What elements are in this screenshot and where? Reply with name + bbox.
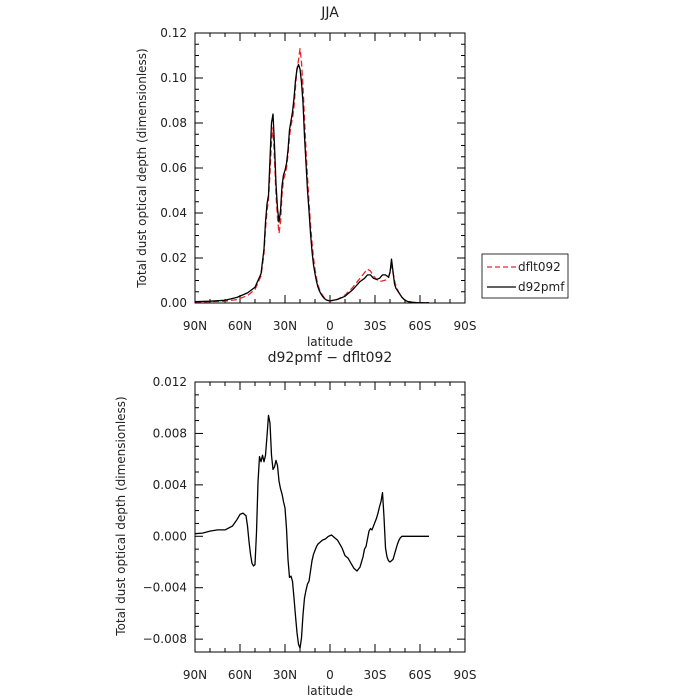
ticks-layer: 90N 60N 30N 0 30S 60S 90S −0.008 −0.004 0.000 0.00…: [143, 375, 477, 682]
y-tick-label: −0.004: [143, 581, 187, 595]
y-tick-label: 0.012: [153, 375, 187, 389]
chart-title: JJA: [320, 5, 339, 21]
x-axis-title: latitude: [307, 335, 353, 349]
chart-difference: d92pmf − dflt092 90N 60N 30N 0 30S 60S 90S −0.0…: [114, 350, 476, 698]
x-tick-label: 30N: [273, 668, 297, 682]
y-tick-label: −0.008: [143, 632, 187, 646]
chart-jja: JJA 90N 60N 30N 0 30S 60S 90S 0.00 0.02 0.04 0.06 0…: [135, 5, 569, 349]
y-tick-label: 0.06: [160, 161, 187, 175]
series-line: [194, 414, 429, 649]
x-tick-label: 60N: [228, 668, 252, 682]
x-tick-label: 30N: [273, 319, 297, 333]
legend-label-d92pmf: d92pmf: [518, 280, 565, 294]
series-line-d92pmf: [194, 63, 429, 304]
y-tick-label: 0.04: [160, 206, 187, 220]
x-tick-label: 0: [326, 668, 334, 682]
legend: dflt092 d92pmf: [481, 253, 569, 299]
y-tick-label: 0.00: [160, 296, 187, 310]
legend-label-dflt092: dflt092: [518, 260, 561, 274]
ticks-layer: 90N 60N 30N 0 30S 60S 90S 0.00 0.02 0.04 0.06 0.08 0…: [160, 26, 476, 333]
x-tick-label: 90S: [454, 668, 477, 682]
x-tick-label: 90S: [454, 319, 477, 333]
x-tick-label: 60S: [409, 668, 432, 682]
x-axis-title: latitude: [307, 684, 353, 698]
y-tick-label: 0.12: [160, 26, 187, 40]
y-tick-label: 0.08: [160, 116, 187, 130]
x-tick-label: 90N: [183, 319, 207, 333]
series-line-dflt092: [194, 48, 429, 304]
x-tick-label: 30S: [364, 319, 387, 333]
y-tick-label: 0.004: [153, 478, 187, 492]
x-tick-label: 30S: [364, 668, 387, 682]
series-layer: [194, 48, 429, 304]
y-tick-label: 0.008: [153, 426, 187, 440]
plot-frame: [194, 32, 466, 304]
y-axis-title: Total dust optical depth (dimensionless): [135, 48, 149, 288]
legend-box: [481, 253, 569, 299]
plot-frame: [194, 381, 466, 653]
x-tick-label: 60S: [409, 319, 432, 333]
x-tick-label: 0: [326, 319, 334, 333]
y-tick-label: 0.000: [153, 529, 187, 543]
y-tick-label: 0.10: [160, 71, 187, 85]
series-layer: [194, 414, 429, 649]
x-tick-label: 90N: [183, 668, 207, 682]
y-axis-title: Total dust optical depth (dimensionless): [114, 396, 128, 636]
y-tick-label: 0.02: [160, 251, 187, 265]
x-tick-label: 60N: [228, 319, 252, 333]
chart-title: d92pmf − dflt092: [268, 350, 393, 366]
